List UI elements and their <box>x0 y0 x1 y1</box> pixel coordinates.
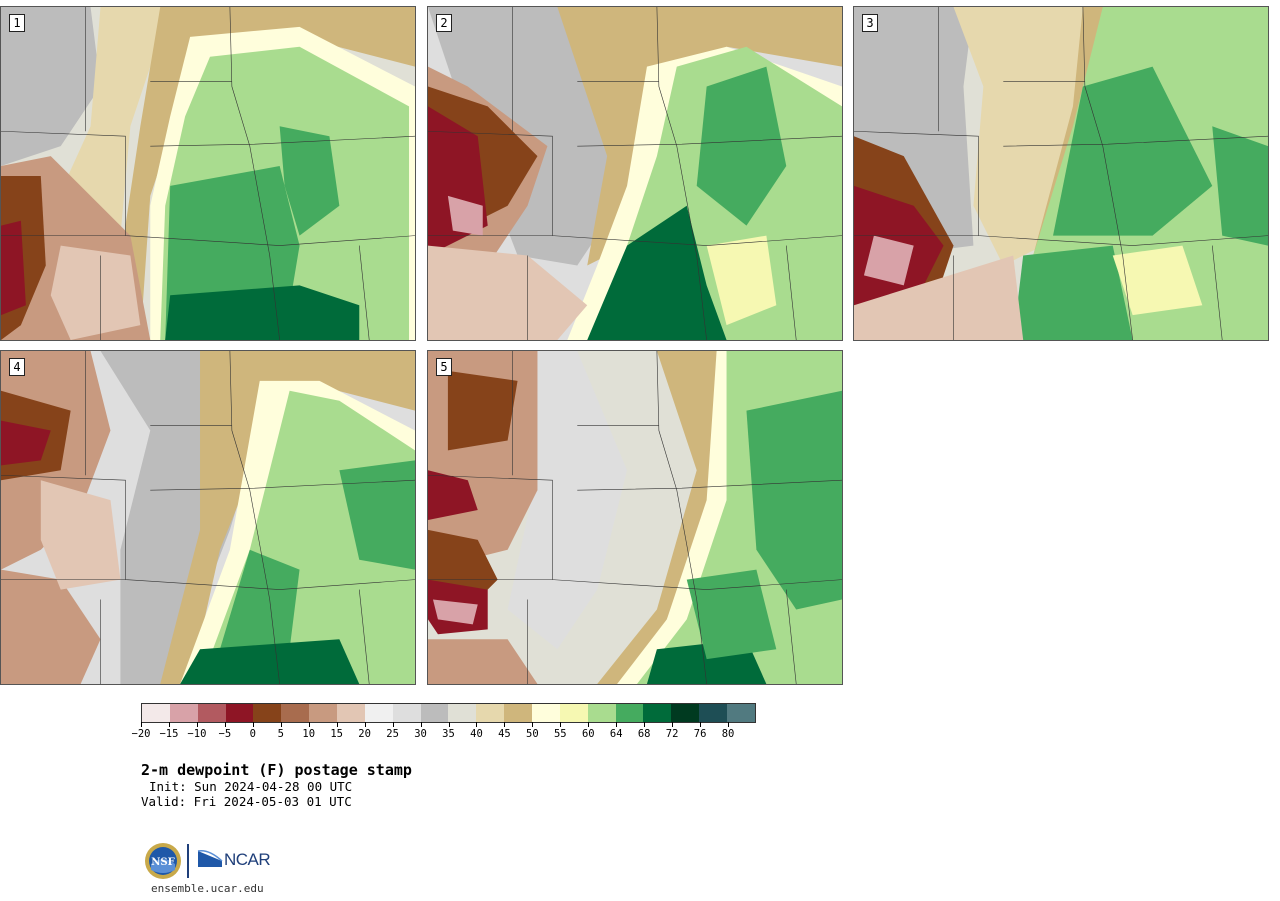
colorbar-swatch <box>476 704 505 722</box>
colorbar-tick-label: 35 <box>442 728 455 740</box>
colorbar-tick <box>504 722 506 727</box>
colorbar-swatch <box>169 704 198 722</box>
colorbar-tick <box>616 722 618 727</box>
colorbar-tick-label: 64 <box>609 728 623 740</box>
stamp-panel-1[interactable]: 1 <box>0 6 416 341</box>
colorbar-tick <box>588 722 590 727</box>
colorbar-tick <box>141 722 142 727</box>
colorbar-tick-label: 20 <box>358 728 371 740</box>
colorbar-swatch <box>142 704 170 722</box>
logo-divider <box>187 844 189 878</box>
dewpoint-map-5 <box>428 351 842 684</box>
site-url[interactable]: ensemble.ucar.edu <box>151 882 264 895</box>
colorbar-tick-label: −5 <box>218 728 232 740</box>
colorbar-tick-label: 45 <box>498 728 511 740</box>
colorbar-tick-label: −10 <box>187 728 207 740</box>
colorbar-tick-label: 60 <box>581 728 595 740</box>
colorbar-tick <box>448 722 450 727</box>
colorbar-tick-label: 80 <box>721 728 735 740</box>
colorbar-swatch <box>643 704 672 722</box>
colorbar-swatch <box>420 704 449 722</box>
colorbar-swatch <box>448 704 477 722</box>
colorbar-tick <box>672 722 674 727</box>
colorbar-tick-label: 10 <box>302 728 316 740</box>
colorbar-tick <box>280 722 282 727</box>
colorbar-tick <box>336 722 338 727</box>
colorbar-tick-labels: −20 −15 −10 −5 0 5 10 15 20 25 30 35 40 45 50 55 60 64 68 7… <box>132 722 756 746</box>
ncar-logo-icon <box>197 849 223 867</box>
panel-number-label: 1 <box>9 14 25 32</box>
colorbar-tick-label: 76 <box>693 728 707 740</box>
colorbar-swatch <box>615 704 644 722</box>
colorbar-tick-label: 72 <box>665 728 679 740</box>
colorbar-swatch <box>504 704 533 722</box>
colorbar-tick-label: 68 <box>637 728 651 740</box>
colorbar-tick-label: 25 <box>386 728 399 740</box>
colorbar-tick-label: 55 <box>553 728 567 740</box>
colorbar-swatch <box>225 704 254 722</box>
colorbar-tick <box>420 722 422 727</box>
nsf-logo-icon: NSF <box>145 843 181 879</box>
dewpoint-map-4 <box>1 351 415 684</box>
colorbar-tick <box>476 722 478 727</box>
stamp-panel-2[interactable]: 2 <box>427 6 843 341</box>
colorbar-tick-label: 15 <box>330 728 343 740</box>
dewpoint-map-1 <box>1 7 415 340</box>
dewpoint-map-3 <box>854 7 1268 340</box>
colorbar-tick <box>532 722 534 727</box>
colorbar-tick <box>560 722 562 727</box>
colorbar-tick <box>308 722 310 727</box>
colorbar-swatch <box>559 704 588 722</box>
stamp-panel-3[interactable]: 3 <box>853 6 1269 341</box>
panel-number-label: 4 <box>9 358 25 376</box>
dewpoint-map-2 <box>428 7 842 340</box>
colorbar-tick <box>224 722 226 727</box>
colorbar-tick <box>700 722 702 727</box>
colorbar-tick <box>252 722 254 727</box>
colorbar-swatch <box>364 704 393 722</box>
colorbar-tick <box>196 722 198 727</box>
colorbar-tick-label: −20 <box>131 728 151 740</box>
ncar-wordmark: NCAR <box>224 850 271 869</box>
colorbar-tick <box>728 722 730 727</box>
colorbar-tick-label: 40 <box>470 728 483 740</box>
colorbar-swatch <box>197 704 226 722</box>
colorbar-swatch <box>532 704 560 722</box>
colorbar-swatch <box>727 704 755 722</box>
stamp-panel-4[interactable]: 4 <box>0 350 416 685</box>
colorbar-tick <box>644 722 646 727</box>
colorbar-tick-label: 50 <box>526 728 539 740</box>
panel-number-label: 2 <box>436 14 452 32</box>
colorbar-tick <box>392 722 394 727</box>
colorbar-swatch <box>337 704 365 722</box>
colorbar-swatch <box>699 704 728 722</box>
init-time: Init: Sun 2024-04-28 00 UTC <box>149 779 353 794</box>
colorbar-tick <box>364 722 366 727</box>
colorbar-swatch <box>253 704 282 722</box>
panel-number-label: 3 <box>862 14 878 32</box>
logo-block: NSF NCAR ensemble.ucar.edu <box>144 842 284 898</box>
colorbar-tick-label: 0 <box>249 728 256 740</box>
stamp-panel-5[interactable]: 5 <box>427 350 843 685</box>
dewpoint-colorbar <box>141 703 756 723</box>
colorbar-swatch <box>671 704 700 722</box>
colorbar-tick-label: 30 <box>414 728 427 740</box>
colorbar-swatch <box>392 704 421 722</box>
svg-text:NSF: NSF <box>151 857 174 868</box>
panel-number-label: 5 <box>436 358 452 376</box>
colorbar-tick-label: 5 <box>277 728 284 740</box>
colorbar-tick <box>168 722 170 727</box>
colorbar-swatch <box>309 704 338 722</box>
colorbar-tick-label: −15 <box>159 728 179 740</box>
valid-time: Valid: Fri 2024-05-03 01 UTC <box>141 794 352 809</box>
chart-title: 2-m dewpoint (F) postage stamp <box>141 761 412 779</box>
colorbar-swatch <box>587 704 616 722</box>
colorbar-swatch <box>281 704 310 722</box>
